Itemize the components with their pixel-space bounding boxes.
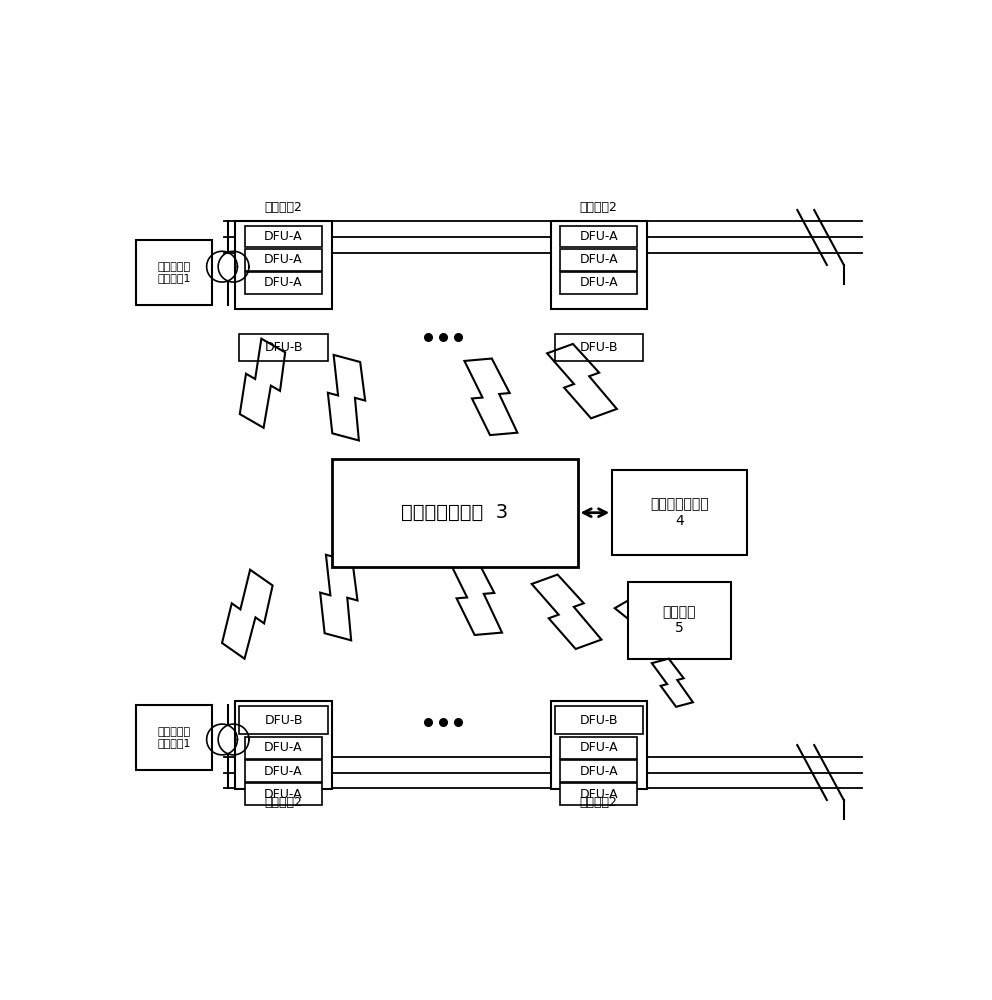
- Bar: [555, 706, 643, 734]
- Bar: [612, 470, 747, 555]
- Bar: [245, 737, 322, 759]
- Bar: [235, 701, 331, 789]
- Bar: [560, 737, 637, 759]
- Bar: [245, 226, 322, 247]
- Bar: [551, 701, 647, 789]
- Text: DFU-A: DFU-A: [579, 230, 618, 243]
- Text: DFU-A: DFU-A: [264, 741, 303, 754]
- Bar: [245, 783, 322, 805]
- Text: 实时数据服务器  3: 实时数据服务器 3: [401, 503, 508, 522]
- Text: 手持终端
5: 手持终端 5: [663, 605, 696, 635]
- Text: DFU-A: DFU-A: [264, 253, 303, 266]
- Bar: [628, 582, 731, 659]
- Bar: [331, 459, 577, 567]
- Text: DFU-A: DFU-A: [579, 741, 618, 754]
- Text: DFU-A: DFU-A: [264, 765, 303, 778]
- Bar: [136, 705, 212, 770]
- Bar: [560, 249, 637, 271]
- Text: DFU-A: DFU-A: [264, 276, 303, 289]
- Bar: [245, 249, 322, 271]
- Text: DFU-A: DFU-A: [579, 788, 618, 801]
- Text: 线路单元2: 线路单元2: [579, 796, 618, 809]
- Text: 线路单元2: 线路单元2: [265, 796, 303, 809]
- Bar: [239, 706, 327, 734]
- Text: 线路单元2: 线路单元2: [265, 201, 303, 214]
- Text: 变电站电压
采集单元1: 变电站电压 采集单元1: [157, 262, 190, 283]
- Text: 后台监控计算机
4: 后台监控计算机 4: [650, 498, 708, 528]
- Text: DFU-B: DFU-B: [579, 341, 618, 354]
- Text: 线路单元2: 线路单元2: [579, 201, 618, 214]
- Bar: [560, 783, 637, 805]
- Text: 变电站电压
采集单元1: 变电站电压 采集单元1: [157, 727, 190, 748]
- Bar: [136, 240, 212, 305]
- Bar: [245, 272, 322, 294]
- Bar: [555, 334, 643, 361]
- Text: DFU-B: DFU-B: [579, 714, 618, 727]
- Text: DFU-A: DFU-A: [579, 253, 618, 266]
- Bar: [560, 226, 637, 247]
- Bar: [245, 760, 322, 782]
- Bar: [235, 221, 331, 309]
- Bar: [239, 334, 327, 361]
- Text: DFU-A: DFU-A: [579, 276, 618, 289]
- Bar: [560, 272, 637, 294]
- Bar: [551, 221, 647, 309]
- Bar: [560, 760, 637, 782]
- Text: DFU-A: DFU-A: [264, 788, 303, 801]
- Text: DFU-B: DFU-B: [264, 714, 303, 727]
- Text: DFU-B: DFU-B: [264, 341, 303, 354]
- Text: DFU-A: DFU-A: [579, 765, 618, 778]
- Text: DFU-A: DFU-A: [264, 230, 303, 243]
